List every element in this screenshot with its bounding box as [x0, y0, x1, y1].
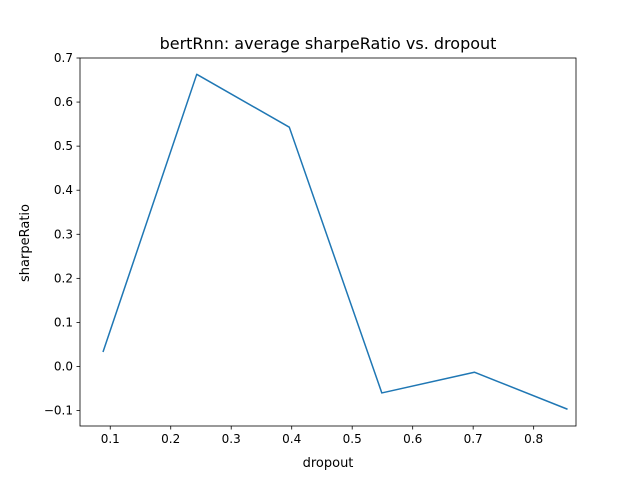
- x-tick-label: 0.8: [524, 432, 543, 446]
- y-tick-label: 0.0: [54, 360, 73, 374]
- chart-title: bertRnn: average sharpeRatio vs. dropout: [160, 34, 497, 53]
- y-tick-label: 0.3: [54, 227, 73, 241]
- y-tick-label: 0.5: [54, 139, 73, 153]
- y-tick-label: 0.6: [54, 95, 73, 109]
- plot-area: 0.1 0.2 0.3 0.4 0.5 0.6 0.7 0.8 −0.1 0.0 0.1 0.2 0.3…: [44, 51, 577, 446]
- x-tick-label: 0.3: [222, 432, 241, 446]
- y-tick-label: 0.7: [54, 51, 73, 65]
- x-tick-label: 0.4: [282, 432, 301, 446]
- y-tick-label: −0.1: [44, 404, 73, 418]
- x-tick-label: 0.2: [161, 432, 180, 446]
- axes-frame: [79, 57, 577, 427]
- y-tick-label: 0.2: [54, 271, 73, 285]
- x-tick-label: 0.5: [343, 432, 362, 446]
- series-line-0: [102, 73, 568, 410]
- x-tick-label: 0.7: [464, 432, 483, 446]
- y-tick-label: 0.1: [54, 315, 73, 329]
- x-tick-label: 0.6: [403, 432, 422, 446]
- x-tick-label: 0.1: [101, 432, 120, 446]
- y-axis-label: sharpeRatio: [18, 204, 33, 282]
- x-axis-label: dropout: [303, 456, 354, 471]
- y-tick-label: 0.4: [54, 183, 73, 197]
